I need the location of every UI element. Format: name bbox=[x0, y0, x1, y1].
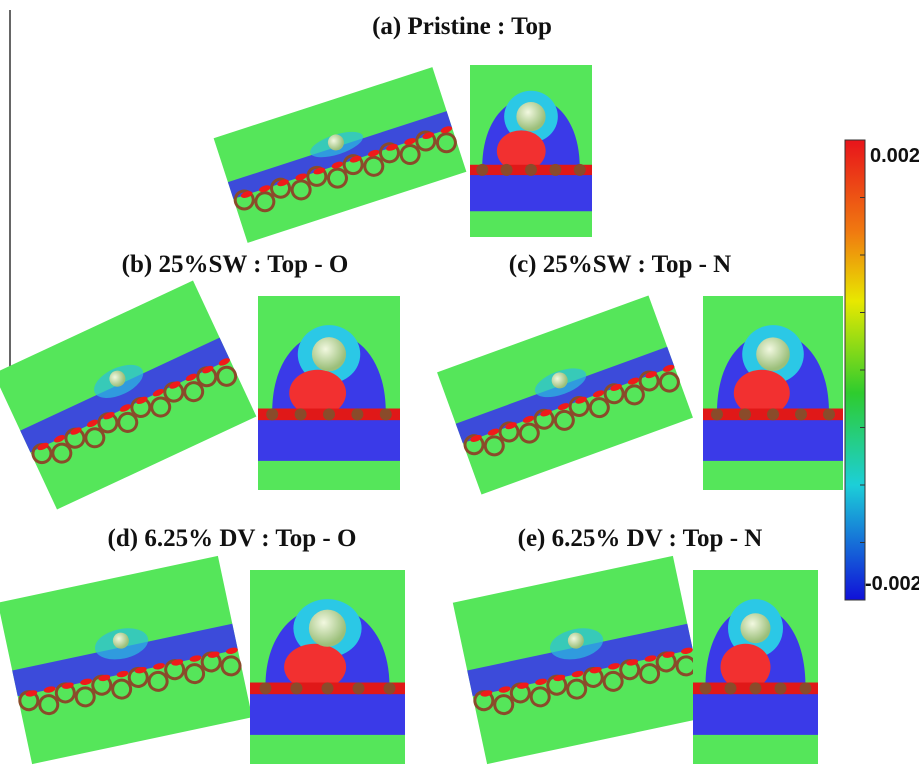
slab-view bbox=[453, 556, 707, 764]
panel-title: (a) Pristine : Top bbox=[372, 13, 552, 40]
slab-view bbox=[437, 295, 693, 494]
side-atom bbox=[574, 164, 586, 176]
side-atom bbox=[739, 408, 751, 420]
colorbar-label: 0.002 bbox=[870, 145, 919, 167]
side-atom bbox=[266, 408, 278, 420]
side-atom bbox=[260, 682, 272, 694]
adatom bbox=[756, 337, 790, 371]
side-atom bbox=[525, 164, 537, 176]
side-atom bbox=[291, 682, 303, 694]
panel-title: (b) 25%SW : Top - O bbox=[122, 251, 349, 278]
adatom bbox=[312, 337, 346, 371]
colorbar-label: -0.002 bbox=[865, 573, 919, 595]
side-view bbox=[693, 570, 818, 764]
side-atom bbox=[775, 682, 787, 694]
side-atom bbox=[795, 408, 807, 420]
panel-title: (d) 6.25% DV : Top - O bbox=[108, 525, 357, 552]
side-view bbox=[470, 65, 592, 237]
panel-title: (c) 25%SW : Top - N bbox=[509, 251, 732, 278]
side-atom bbox=[384, 682, 396, 694]
side-atom bbox=[767, 408, 779, 420]
adatom bbox=[741, 613, 771, 643]
side-view bbox=[703, 296, 843, 490]
side-atom bbox=[380, 408, 392, 420]
side-atom bbox=[700, 682, 712, 694]
side-atom bbox=[476, 164, 488, 176]
side-atom bbox=[351, 408, 363, 420]
slab-view bbox=[0, 281, 256, 510]
side-atom bbox=[800, 682, 812, 694]
side-atom bbox=[750, 682, 762, 694]
adatom bbox=[516, 102, 545, 131]
adatom bbox=[309, 610, 346, 647]
page: (a) Pristine : Top (b) 25%SW : Top - O (… bbox=[0, 0, 919, 765]
side-atom bbox=[725, 682, 737, 694]
side-atom bbox=[823, 408, 835, 420]
side-atom bbox=[501, 164, 513, 176]
side-view bbox=[258, 296, 400, 490]
side-atom bbox=[353, 682, 365, 694]
side-atom bbox=[323, 408, 335, 420]
side-atom bbox=[549, 164, 561, 176]
side-atom bbox=[295, 408, 307, 420]
side-atom bbox=[322, 682, 334, 694]
figure: (a) Pristine : Top (b) 25%SW : Top - O (… bbox=[0, 0, 919, 765]
slab-view bbox=[214, 67, 467, 243]
slab-view bbox=[0, 556, 252, 764]
side-view bbox=[250, 570, 405, 764]
panel-title: (e) 6.25% DV : Top - N bbox=[518, 525, 763, 552]
side-atom bbox=[711, 408, 723, 420]
